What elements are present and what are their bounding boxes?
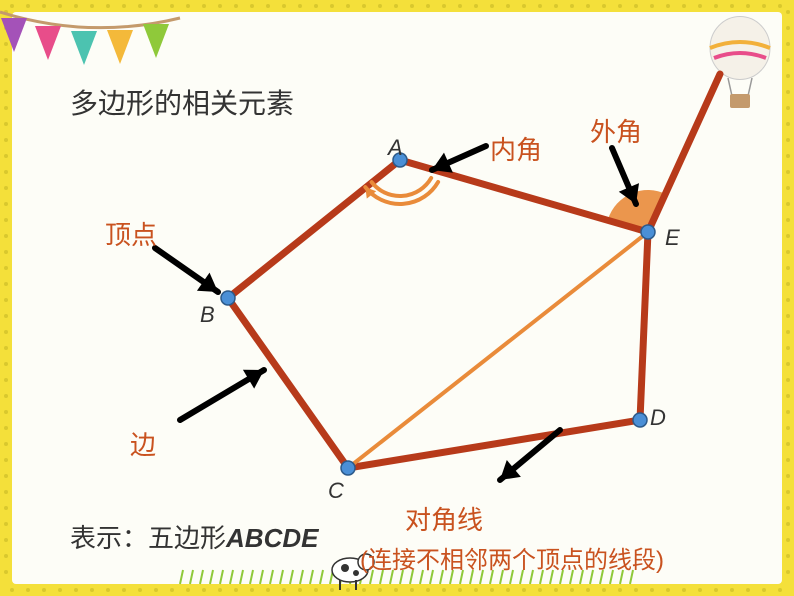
vertex-label-A: A bbox=[388, 135, 403, 161]
caption-pentagon: 表示：五边形ABCDE bbox=[70, 518, 318, 555]
label-diagonal-note: (连接不相邻两个顶点的线段) bbox=[360, 540, 664, 575]
vertex-label-E: E bbox=[665, 225, 680, 251]
slide-stage: 多边形的相关元素顶点边内角外角对角线(连接不相邻两个顶点的线段)表示：五边形AB… bbox=[0, 0, 794, 596]
caption-abcde: ABCDE bbox=[226, 523, 318, 553]
vertex-label-C: C bbox=[328, 478, 344, 504]
label-diagonal: 对角线 bbox=[405, 500, 483, 537]
title-text: 多边形的相关元素 bbox=[70, 82, 294, 122]
label-vertex: 顶点 bbox=[105, 215, 157, 252]
label-exterior-angle: 外角 bbox=[590, 112, 642, 149]
caption-prefix: 表示：五边形 bbox=[70, 523, 226, 553]
vertex-label-D: D bbox=[650, 405, 666, 431]
vertex-label-B: B bbox=[200, 302, 215, 328]
label-interior-angle: 内角 bbox=[490, 130, 542, 167]
label-edge: 边 bbox=[130, 425, 156, 462]
